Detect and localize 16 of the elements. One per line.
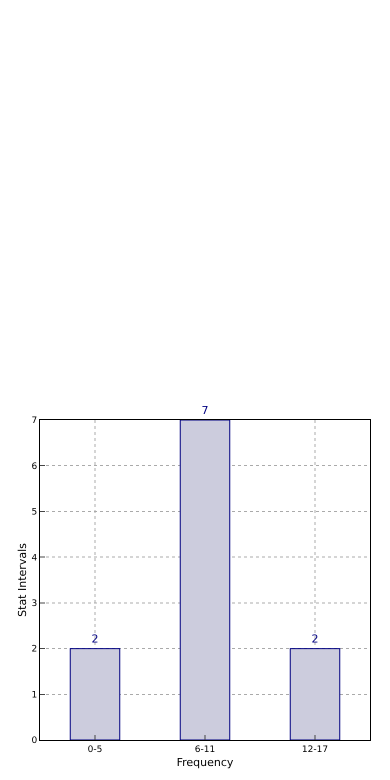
x-axis-title: Frequency — [176, 756, 234, 769]
y-tick-label: 0 — [31, 736, 38, 746]
data-label: 7 — [202, 404, 208, 417]
x-tick-label: 0-5 — [88, 744, 102, 755]
data-label: 2 — [312, 632, 318, 646]
y-axis-title: Stat Intervals — [16, 542, 30, 617]
y-tick-label: 5 — [31, 508, 38, 518]
y-tick-label: 2 — [31, 644, 38, 655]
y-tick-label: 6 — [31, 462, 38, 472]
y-tick-label: 7 — [31, 416, 38, 426]
data-label: 2 — [92, 632, 98, 646]
y-tick-label: 1 — [31, 690, 38, 700]
y-tick-label: 3 — [31, 599, 38, 610]
y-tick-label: 4 — [31, 553, 38, 564]
x-tick-label: 12-17 — [302, 744, 328, 755]
x-tick-label: 6-11 — [194, 744, 216, 755]
